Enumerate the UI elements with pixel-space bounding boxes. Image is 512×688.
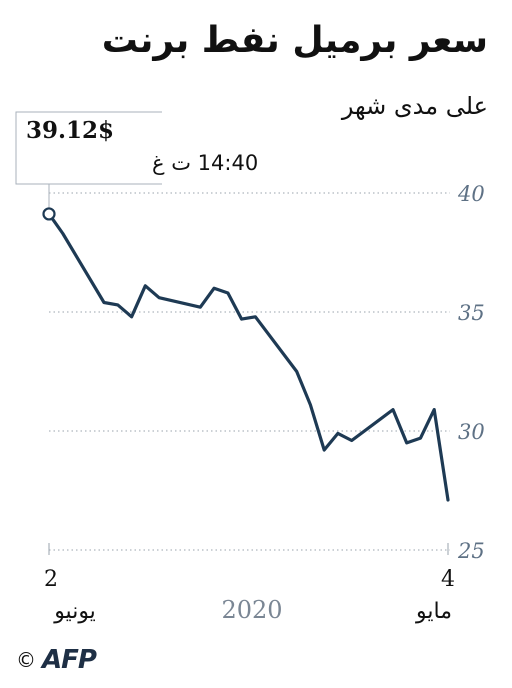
copyright-symbol: © [16,648,36,672]
y-axis-ticks: 25 30 35 40 [457,182,485,563]
x-label-year: 2020 [221,596,282,624]
callout-box [15,111,162,185]
callout-time: 14:40 ت غ [152,151,258,175]
last-value-callout: 39.12$ 14:40 ت غ [15,111,258,208]
afp-logo: AFP [42,645,97,675]
y-tick-label: 25 [457,539,485,563]
chart-title: سعر برميل نفط برنت [101,20,488,61]
gridlines [49,192,450,551]
x-label-start-month: مايو [415,599,452,624]
x-axis: 4 مايو 2 يونيو 2020 [44,543,455,624]
y-tick-label: 35 [458,301,485,325]
y-tick-label: 40 [457,182,485,206]
series-points [48,213,449,501]
series-line-brent-price [47,212,450,502]
x-label-start-day: 4 [441,567,455,592]
callout-value: 39.12$ [26,117,114,144]
x-label-end-month: يونيو [53,599,96,624]
x-label-end-day: 2 [44,567,58,592]
y-tick-label: 30 [458,420,485,444]
chart-subtitle: على مدى شهر [341,92,488,120]
footer: © AFP [16,645,97,675]
last-value-marker [42,207,56,221]
